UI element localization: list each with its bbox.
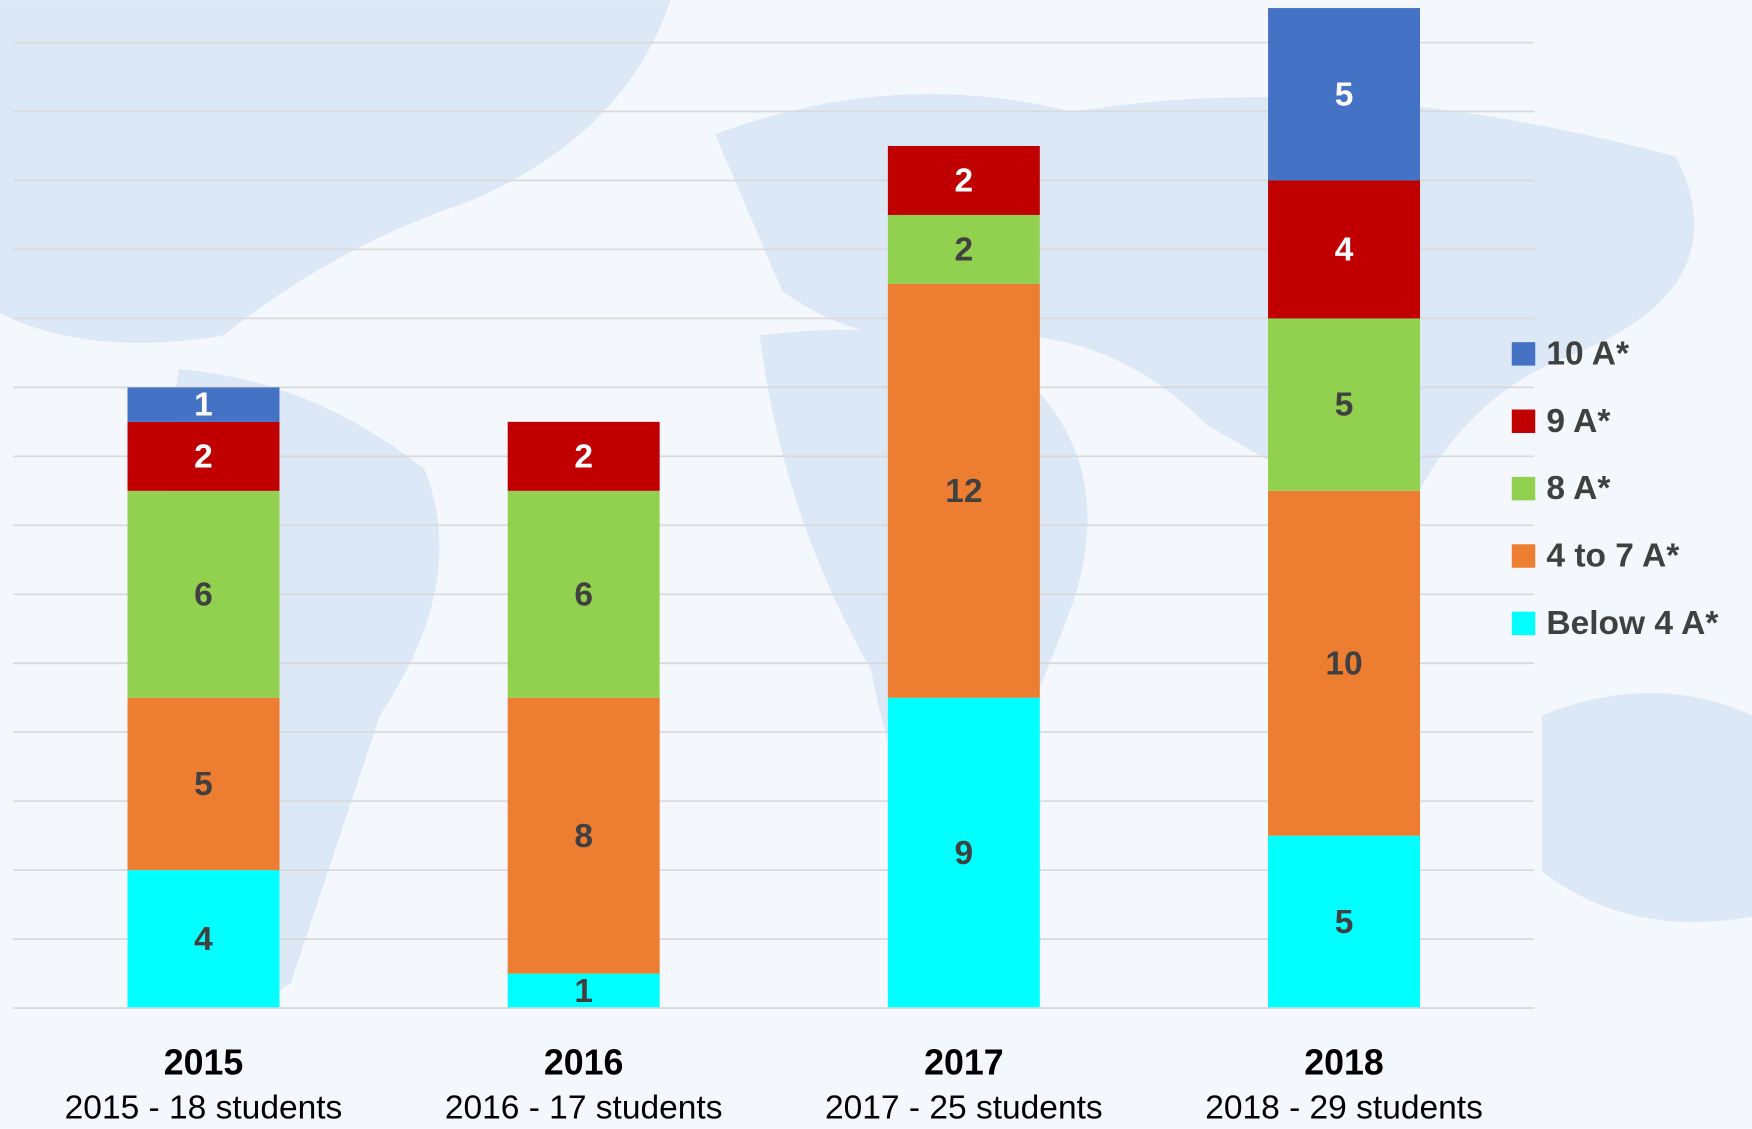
data-label: 6 xyxy=(574,576,593,613)
bar-segment xyxy=(1268,180,1421,319)
data-label: 10 xyxy=(1325,645,1362,682)
x-tick-sublabel: 2017 - 25 students xyxy=(825,1090,1103,1127)
bar-segment xyxy=(127,697,280,871)
x-tick-label: 2016 xyxy=(544,1043,624,1083)
data-label: 5 xyxy=(1335,76,1354,113)
legend-label: 9 A* xyxy=(1546,403,1611,440)
bar-segment xyxy=(507,973,660,1009)
bar-segment xyxy=(507,697,660,974)
bar-segment xyxy=(507,421,660,491)
bar-segment xyxy=(127,490,280,698)
legend-swatch xyxy=(1511,476,1536,501)
legend-swatch xyxy=(1511,342,1536,366)
data-label: 6 xyxy=(194,576,213,613)
data-label: 9 xyxy=(955,835,974,872)
data-label: 12 xyxy=(945,473,982,510)
data-label: 4 xyxy=(194,921,213,958)
data-label: 1 xyxy=(574,973,593,1010)
legend-swatch xyxy=(1511,409,1536,433)
data-label: 2 xyxy=(194,438,213,475)
x-tick-label: 2018 xyxy=(1304,1043,1384,1083)
bar-segment xyxy=(127,421,280,491)
x-tick-sublabel: 2015 - 18 students xyxy=(65,1090,343,1127)
bar-segment xyxy=(1268,490,1421,836)
bar-segment xyxy=(1268,8,1421,181)
bar-segment xyxy=(127,870,280,1009)
bar-segment xyxy=(887,145,1040,215)
data-label: 2 xyxy=(955,163,974,200)
x-tick-label: 2017 xyxy=(924,1043,1004,1083)
data-label: 5 xyxy=(1335,904,1354,941)
legend-swatch xyxy=(1511,611,1536,636)
data-label: 2 xyxy=(955,232,974,269)
legend-swatch xyxy=(1511,544,1536,568)
data-label: 5 xyxy=(194,766,213,803)
legend-label: 4 to 7 A* xyxy=(1546,538,1680,575)
x-tick-sublabel: 2016 - 17 students xyxy=(445,1090,723,1127)
data-label: 5 xyxy=(1335,387,1354,424)
bar-segment xyxy=(507,490,660,698)
data-label: 8 xyxy=(574,818,593,855)
bar-segment xyxy=(1268,835,1421,1009)
x-tick-sublabel: 2018 - 29 students xyxy=(1205,1090,1483,1127)
data-label: 4 xyxy=(1335,232,1354,269)
legend-label: 8 A* xyxy=(1546,470,1611,507)
data-label: 1 xyxy=(194,387,213,424)
bar-segment xyxy=(887,214,1040,284)
data-label: 2 xyxy=(574,438,593,475)
x-tick-label: 2015 xyxy=(164,1043,244,1083)
bar-segment xyxy=(127,387,280,422)
bar-segment xyxy=(887,697,1040,1009)
legend-label: Below 4 A* xyxy=(1546,605,1719,642)
legend-label: 10 A* xyxy=(1546,335,1630,372)
bar-segment xyxy=(1268,318,1421,491)
bar-segment xyxy=(887,283,1040,698)
